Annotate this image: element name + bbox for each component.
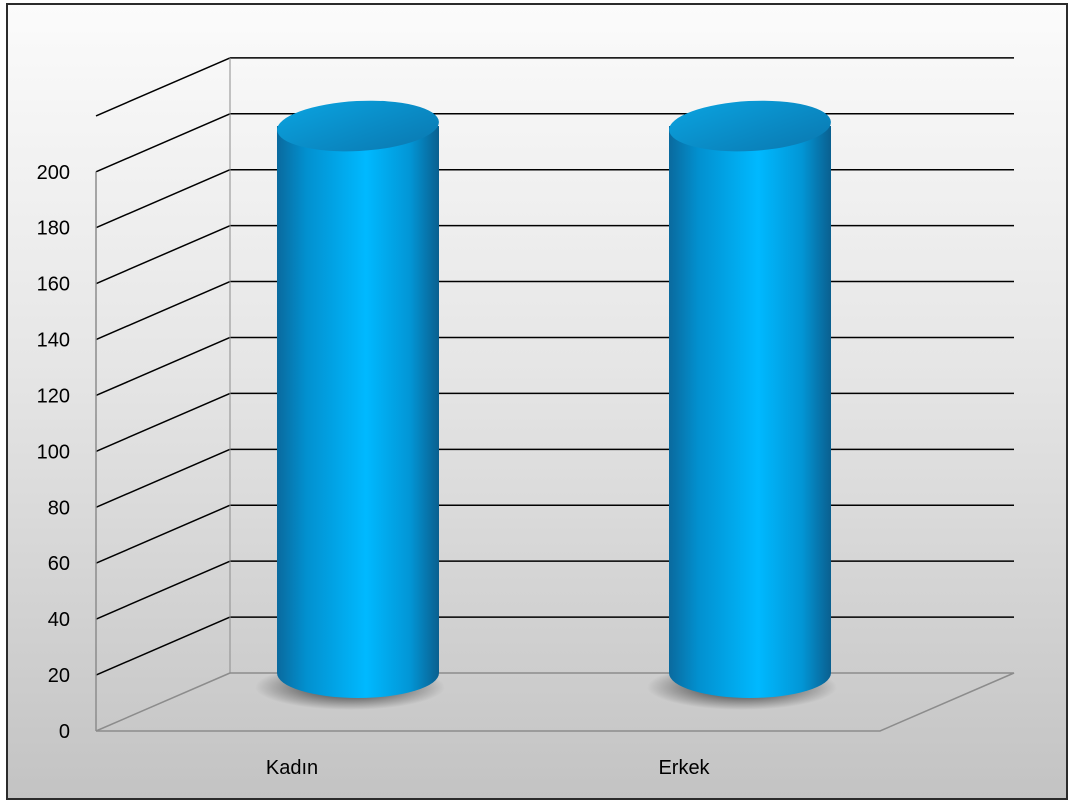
bar-1 xyxy=(255,100,445,710)
gridline-side xyxy=(95,57,231,117)
gridline-side xyxy=(95,113,231,173)
gridline-side xyxy=(95,616,231,676)
bars-layer xyxy=(255,100,837,710)
y-tick-label: 120 xyxy=(37,385,70,407)
gridline-side xyxy=(95,392,231,453)
y-tick-label: 40 xyxy=(48,609,70,631)
x-category-label: Erkek xyxy=(658,757,710,779)
floor-side-edge xyxy=(95,672,231,732)
y-tick-label: 180 xyxy=(37,218,70,240)
bar-top xyxy=(277,100,439,152)
y-tick-label: 100 xyxy=(37,441,70,463)
gridline-side xyxy=(95,560,231,620)
floor-plane xyxy=(96,672,1015,732)
y-tick-label: 0 xyxy=(59,721,70,743)
bar-top xyxy=(669,100,831,152)
gridline-side xyxy=(95,448,231,509)
y-tick-label: 140 xyxy=(37,330,70,352)
gridline-side xyxy=(95,504,231,564)
gridline-side xyxy=(95,280,231,341)
bar-2 xyxy=(647,100,837,710)
x-category-label: Kadın xyxy=(266,757,318,779)
y-tick-label: 20 xyxy=(48,665,70,687)
y-tick-label: 60 xyxy=(48,553,70,575)
y-tick-label: 80 xyxy=(48,497,70,519)
gridline-side xyxy=(95,224,231,285)
grid-layer xyxy=(95,57,1015,732)
gridline-side xyxy=(95,336,231,397)
axis-layer xyxy=(95,57,231,732)
gridline-side xyxy=(95,169,231,229)
bar-body xyxy=(669,126,831,699)
labels-layer: 0 20 40 60 80 100 120 140 160 180 200 Kadın Erkek xyxy=(37,162,711,779)
y-tick-label: 160 xyxy=(37,274,70,296)
bar-body xyxy=(277,126,439,699)
chart-frame xyxy=(6,3,1068,800)
y-tick-label: 200 xyxy=(37,162,70,184)
